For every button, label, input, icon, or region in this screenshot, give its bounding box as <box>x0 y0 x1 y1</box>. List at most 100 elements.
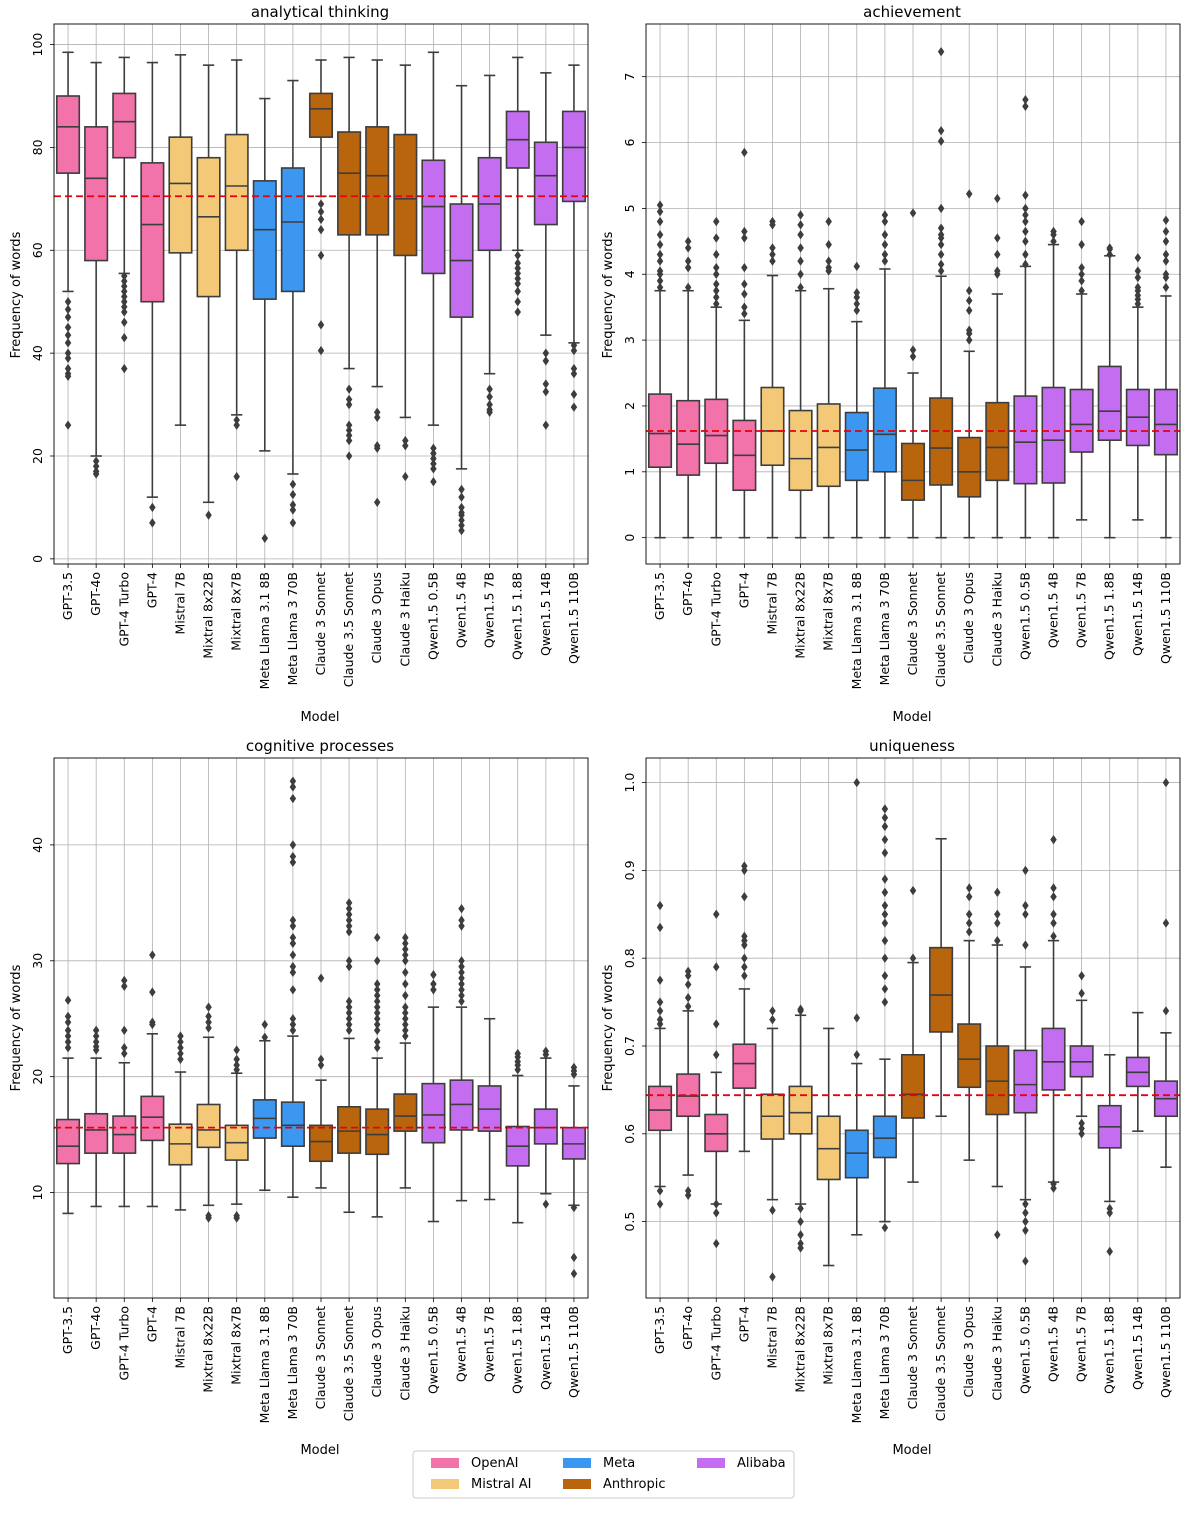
x-tick-label: Claude 3 Haiku <box>989 572 1004 667</box>
outlier-point <box>656 216 664 227</box>
outlier-point <box>345 903 353 914</box>
outlier-point <box>289 1014 297 1024</box>
box-qwen1-5-1-8b <box>1097 1053 1122 1257</box>
x-tick-label: Qwen1.5 1.8B <box>510 572 525 660</box>
iqr-box <box>1013 1049 1038 1114</box>
iqr-box <box>1097 365 1122 441</box>
outlier-point <box>1106 1203 1113 1214</box>
x-axis-label: Model <box>892 1443 931 1458</box>
outlier-point <box>881 256 889 266</box>
outlier-point <box>656 1006 664 1016</box>
outlier-point <box>514 286 521 297</box>
iqr-box <box>760 386 785 467</box>
outlier-point <box>684 262 692 273</box>
outlier-point <box>514 279 521 289</box>
y-tick-label: 40 <box>30 345 45 361</box>
iqr-box <box>393 1093 418 1132</box>
outlier-point <box>713 1208 720 1218</box>
y-tick-label: 6 <box>622 139 637 147</box>
x-tick-label: Mixtral 8x22B <box>793 572 808 659</box>
box-claude-3-opus <box>365 932 390 1218</box>
x-tick-label: Mistral 7B <box>764 1306 779 1368</box>
x-tick-label: Meta Llama 3.1 8B <box>257 1306 272 1423</box>
outlier-point <box>1022 909 1029 919</box>
x-tick-label: Qwen1.5 1.8B <box>1102 572 1117 660</box>
outlier-point <box>289 840 297 850</box>
outlier-point <box>1022 203 1029 214</box>
outlier-point <box>177 1037 184 1047</box>
outlier-point <box>1022 190 1029 200</box>
x-tick-label: Claude 3 Sonnet <box>313 1306 328 1409</box>
iqr-box <box>844 1129 869 1179</box>
iqr-box <box>900 1053 926 1119</box>
outlier-point <box>289 921 297 931</box>
outlier-point <box>458 502 465 513</box>
box-qwen1-5-1-8b <box>1097 243 1122 539</box>
outlier-point <box>1162 215 1170 225</box>
outlier-point <box>684 243 692 253</box>
outlier-point <box>741 971 748 981</box>
outlier-point <box>656 1186 664 1196</box>
x-tick-label: GPT-4 Turbo <box>116 572 131 647</box>
outlier-point <box>1050 909 1057 919</box>
iqr-box <box>56 95 81 174</box>
outlier-point <box>345 420 353 430</box>
box-qwen1-5-0-5b <box>1013 865 1038 1266</box>
box-gpt-4o <box>84 1025 109 1208</box>
outlier-point <box>713 216 720 227</box>
x-tick-label: Claude 3 Sonnet <box>313 572 328 675</box>
iqr-box <box>985 401 1010 482</box>
outlier-point <box>1162 269 1170 279</box>
iqr-box <box>872 1115 897 1159</box>
iqr-box <box>985 1045 1010 1116</box>
box-qwen1-5-14b <box>533 1046 558 1209</box>
outlier-point <box>458 996 465 1007</box>
outlier-point <box>64 322 72 333</box>
outlier-point <box>1050 226 1057 237</box>
iqr-box <box>224 133 249 252</box>
box-qwen1-5-7b <box>1069 216 1094 521</box>
outlier-point <box>121 302 128 312</box>
outlier-point <box>797 230 804 240</box>
outlier-point <box>797 1216 804 1227</box>
box-mixtral-8x22b <box>788 1004 813 1253</box>
panel-analytical-thinking: analytical thinking Model Frequency of w… <box>9 3 589 725</box>
box-mixtral-8x7b <box>816 1027 841 1267</box>
x-axis-label: Model <box>300 710 339 725</box>
outlier-point <box>994 918 1001 928</box>
iqr-box <box>365 1108 390 1156</box>
outlier-point <box>825 262 832 273</box>
iqr-box <box>900 442 926 501</box>
iqr-box <box>788 409 813 492</box>
outlier-point <box>570 389 578 399</box>
plot-frame <box>645 757 1181 1299</box>
outlier-point <box>741 279 748 289</box>
outlier-point <box>881 821 889 832</box>
x-tick-label: GPT-3.5 <box>652 572 667 620</box>
outlier-point <box>317 207 325 217</box>
outlier-point <box>741 861 748 871</box>
y-tick-label: 0 <box>30 555 45 563</box>
outlier-point <box>1134 253 1142 263</box>
outlier-point <box>92 1031 100 1041</box>
outlier-point <box>458 525 465 536</box>
box-meta-llama-3-1-8b <box>844 777 869 1236</box>
outlier-point <box>684 966 692 977</box>
outlier-point <box>769 249 776 260</box>
x-tick-label: Claude 3 Sonnet <box>905 572 920 675</box>
outlier-point <box>345 399 353 410</box>
outlier-point <box>233 1045 240 1055</box>
outlier-point <box>373 1019 381 1030</box>
box-claude-3-5-sonnet <box>337 56 362 461</box>
outlier-point <box>289 915 297 925</box>
x-tick-label: Qwen1.5 0.5B <box>425 1306 440 1394</box>
chart-title: uniqueness <box>869 737 955 755</box>
x-tick-label: GPT-3.5 <box>60 572 75 620</box>
box-gpt-3-5 <box>648 900 673 1209</box>
box-mixtral-8x22b <box>196 64 221 520</box>
iqr-box <box>816 403 841 488</box>
outlier-point <box>937 223 945 233</box>
outlier-point <box>542 420 550 430</box>
outlier-point <box>458 985 465 995</box>
outlier-point <box>853 777 861 788</box>
